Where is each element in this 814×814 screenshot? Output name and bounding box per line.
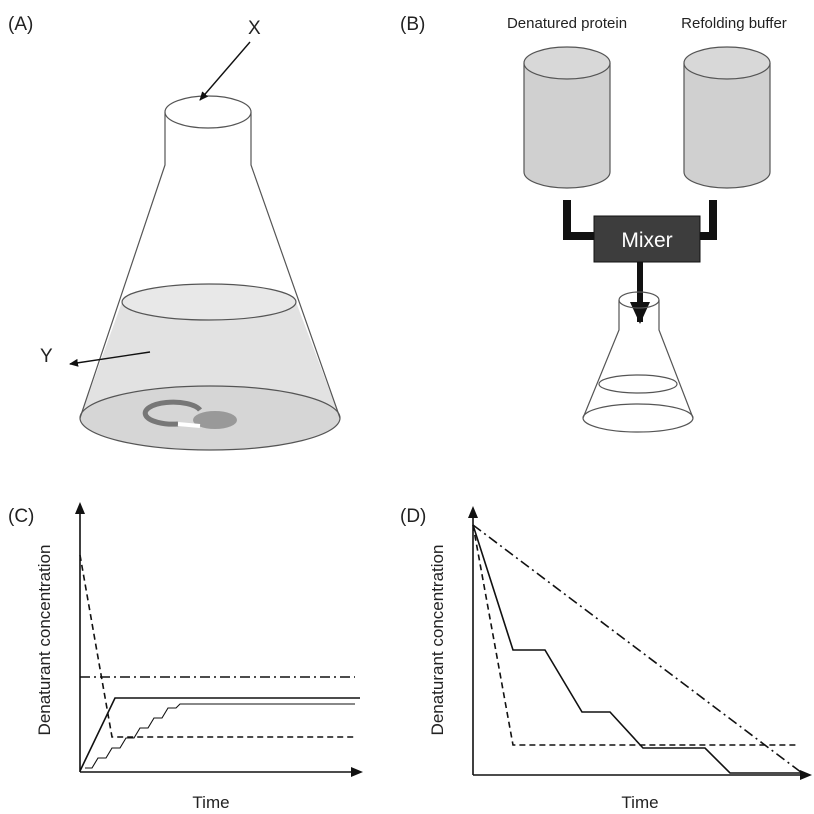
panel-d: (D) Denaturant concentration Time bbox=[400, 506, 812, 812]
dashed-curve bbox=[472, 524, 797, 746]
flask-mouth bbox=[164, 95, 252, 129]
axis-arrows bbox=[468, 506, 812, 780]
rotation-arrow-head bbox=[177, 422, 201, 428]
mixer-label: Mixer bbox=[621, 229, 672, 252]
axes bbox=[79, 508, 357, 773]
dashed-curve bbox=[79, 554, 355, 738]
reservoir bbox=[683, 63, 771, 189]
axis-arrows bbox=[75, 502, 363, 777]
arrow bbox=[199, 41, 251, 101]
solid-curve bbox=[79, 697, 360, 772]
flask-walls bbox=[582, 300, 694, 419]
arrow bbox=[69, 351, 151, 367]
axes bbox=[472, 512, 806, 776]
reservoir-top bbox=[523, 46, 611, 80]
mixer-box bbox=[593, 215, 701, 263]
callout-y: Y bbox=[40, 346, 53, 367]
panel-label: (C) bbox=[8, 506, 34, 527]
y-axis-label: Denaturant concentration bbox=[35, 545, 54, 736]
flask-bottom bbox=[582, 403, 694, 433]
panel-b: (B) Denatured protein Refolding buffer M… bbox=[400, 14, 787, 433]
liquid-surface bbox=[121, 283, 297, 321]
y-axis-label: Denaturant concentration bbox=[428, 545, 447, 736]
solid-curve bbox=[472, 524, 802, 774]
flask-mouth bbox=[618, 291, 660, 309]
x-axis-label: Time bbox=[621, 793, 658, 812]
panel-label: (A) bbox=[8, 14, 33, 35]
panel-c: (C) Denaturant concentration Time bbox=[8, 502, 363, 812]
stepped-curve bbox=[85, 703, 355, 769]
panel-label: (D) bbox=[400, 506, 426, 527]
reservoir-top bbox=[683, 46, 771, 80]
flask-walls bbox=[79, 112, 341, 419]
liquid-surface bbox=[598, 374, 678, 394]
reservoir bbox=[523, 63, 611, 189]
x-axis-label: Time bbox=[192, 793, 229, 812]
dash-dot-curve bbox=[472, 524, 803, 774]
rotation-arrow bbox=[142, 399, 202, 427]
reservoir-label: Denatured protein bbox=[507, 15, 627, 32]
pipe bbox=[563, 200, 717, 240]
panel-a: (A) X Y bbox=[8, 14, 341, 451]
reservoir-label: Refolding buffer bbox=[681, 15, 787, 32]
stir-bar bbox=[193, 411, 237, 429]
panel-label: (B) bbox=[400, 14, 425, 35]
callout-x: X bbox=[248, 18, 261, 39]
